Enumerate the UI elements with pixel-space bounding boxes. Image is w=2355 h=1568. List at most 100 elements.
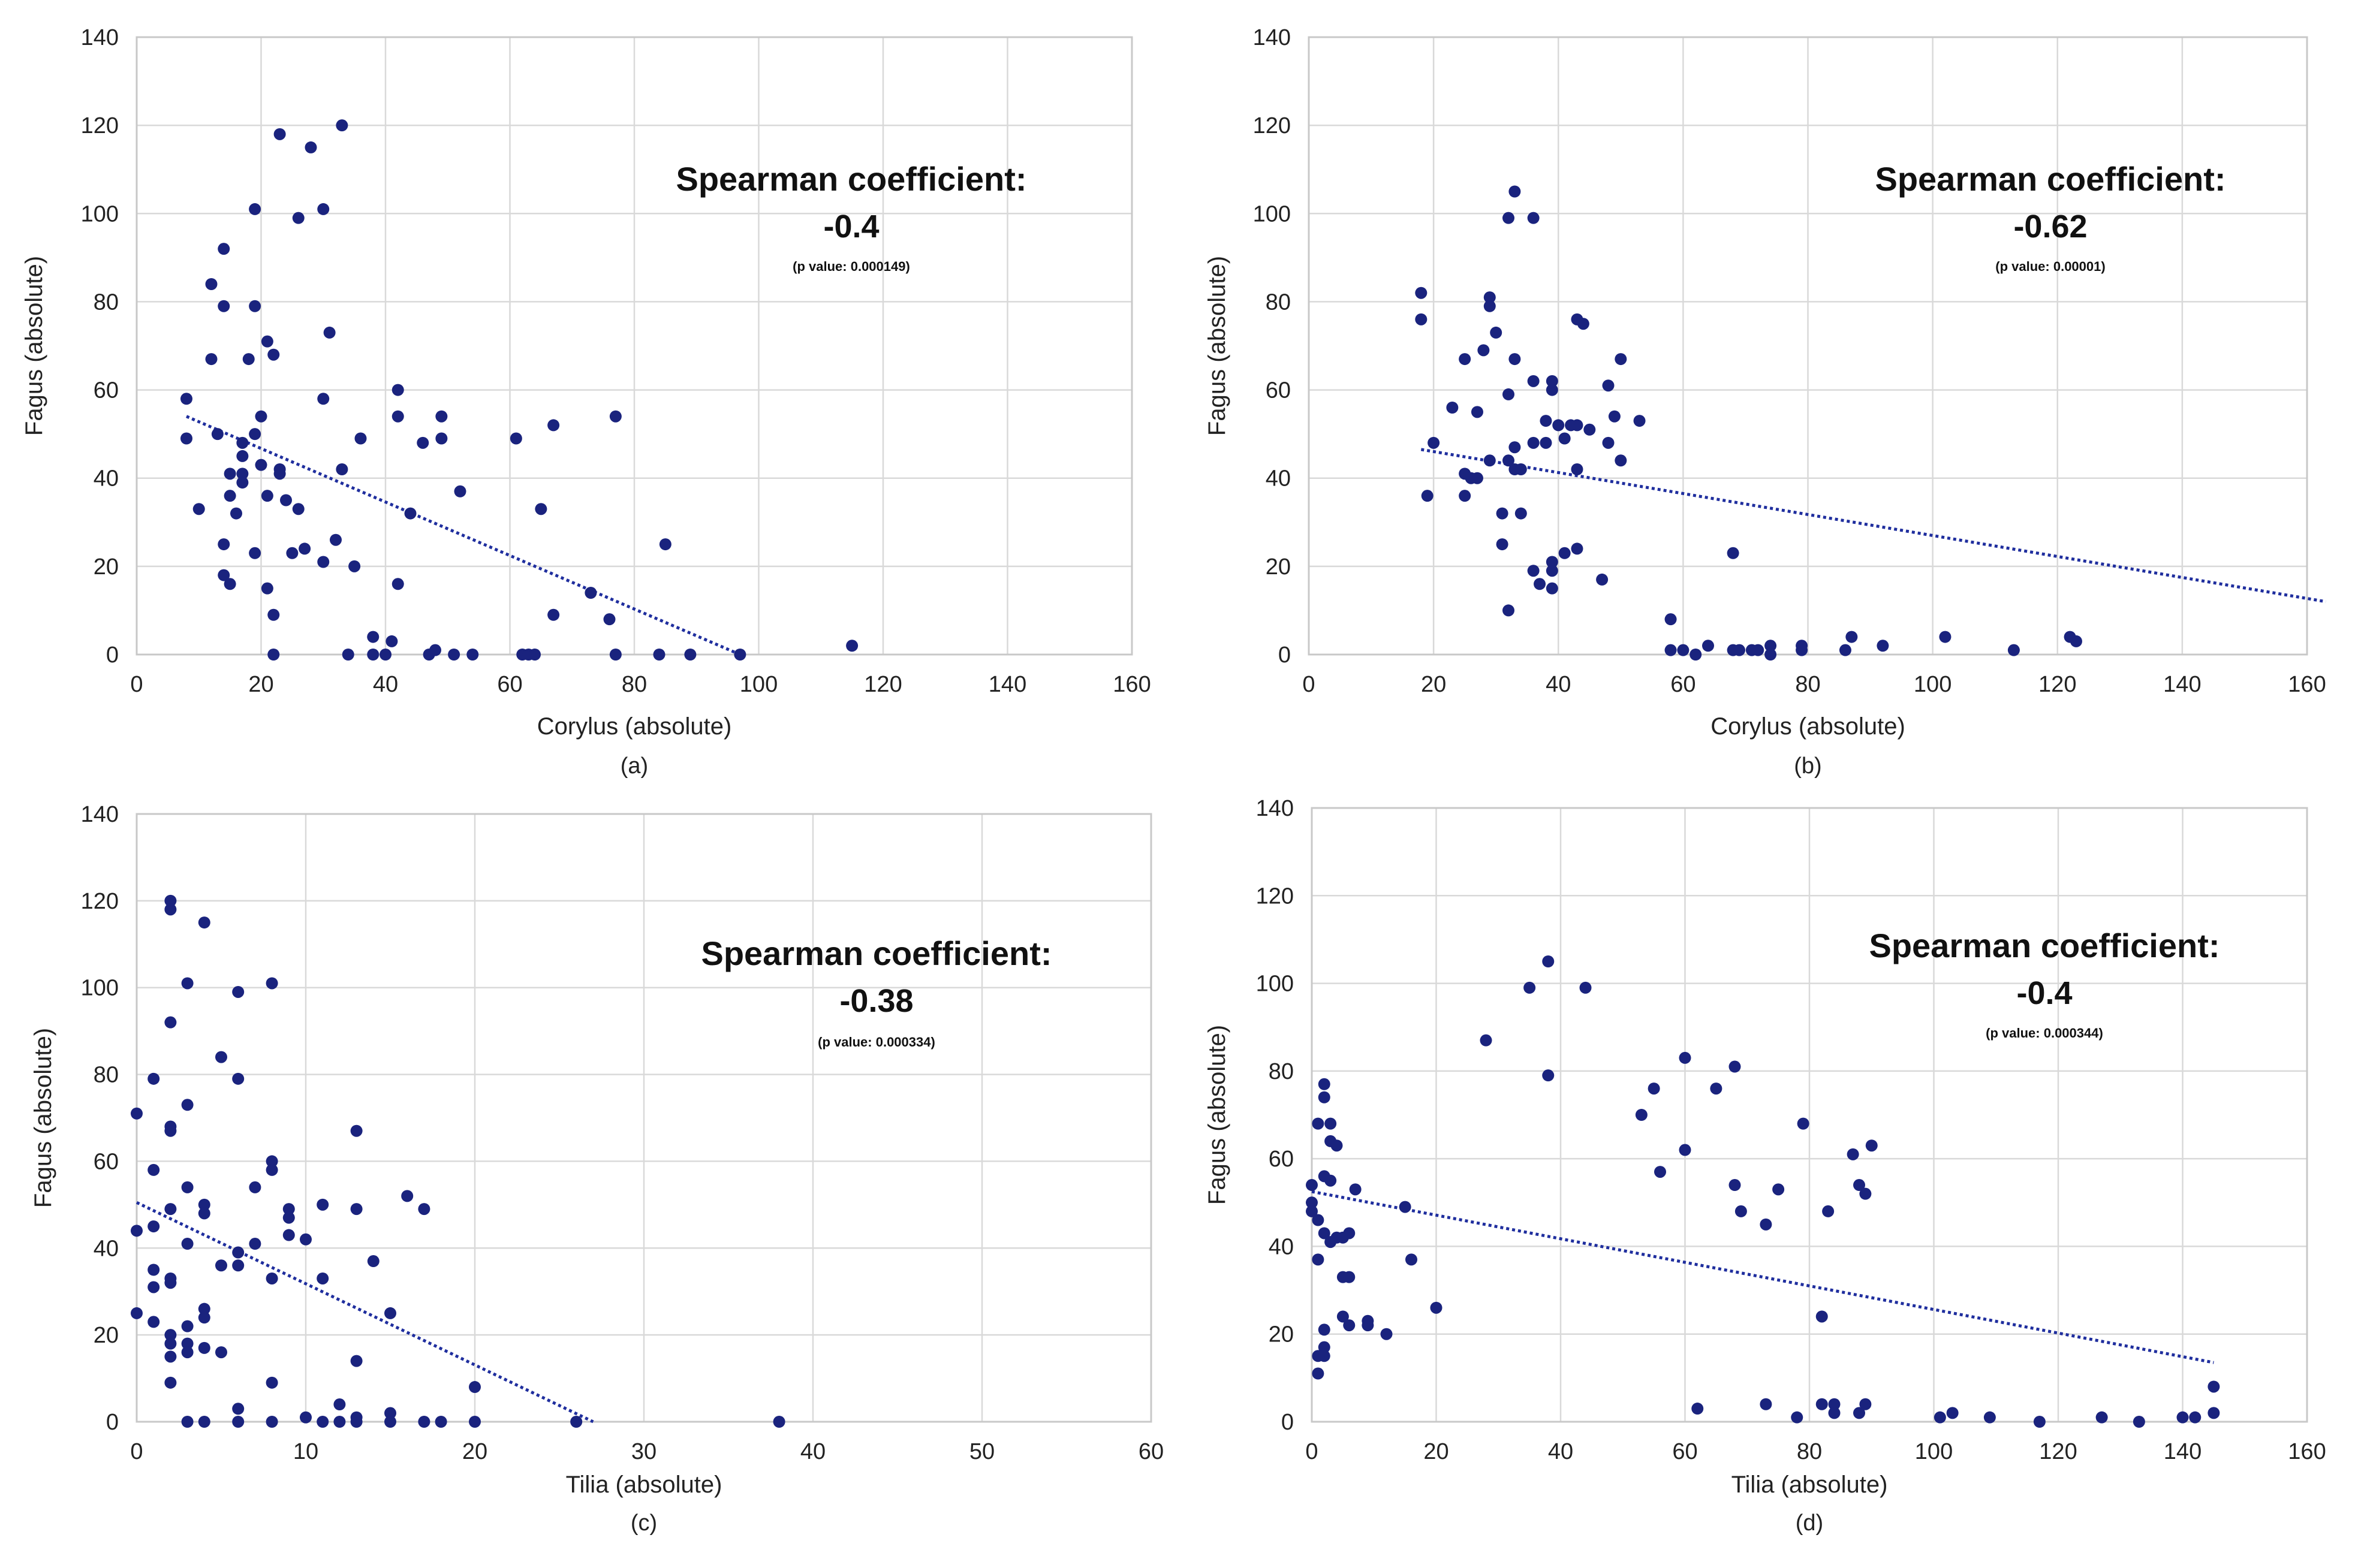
data-point	[350, 1416, 363, 1428]
data-point	[218, 538, 230, 551]
y-tick-label: 80	[1266, 290, 1291, 315]
data-point	[164, 1350, 177, 1363]
data-points	[180, 119, 859, 661]
data-point	[300, 1233, 312, 1246]
y-tick-label: 100	[1256, 972, 1294, 997]
data-point	[1760, 1398, 1772, 1410]
data-point	[292, 503, 305, 515]
data-point	[1677, 644, 1690, 656]
x-tick-label: 160	[1113, 672, 1151, 697]
data-point	[1318, 1350, 1330, 1362]
x-tick-label: 10	[293, 1439, 318, 1464]
spearman-value: ‑0.38	[839, 983, 913, 1019]
p-value: (p value: 0.000344)	[1986, 1026, 2103, 1041]
data-point	[282, 1229, 295, 1241]
data-point	[1542, 1069, 1555, 1082]
data-point	[846, 640, 859, 652]
data-point	[249, 300, 261, 312]
data-point	[317, 1272, 329, 1284]
data-point	[333, 1416, 346, 1428]
data-point	[131, 1107, 143, 1120]
data-point	[147, 1316, 160, 1328]
data-point	[1648, 1082, 1660, 1095]
data-point	[164, 1337, 177, 1350]
data-point	[317, 556, 330, 568]
trendline	[135, 1201, 594, 1424]
data-point	[354, 432, 367, 445]
data-point	[198, 1302, 210, 1315]
data-point	[317, 203, 330, 215]
data-point	[249, 428, 261, 441]
chart-panel-1: 0 20 40 60 80 100 120 140 160 0 20 40 60 80 100 120 140 C…	[21, 25, 1151, 779]
y-tick-label: 20	[94, 554, 119, 580]
data-point	[1318, 1078, 1330, 1090]
data-point	[1508, 441, 1521, 454]
data-point	[1502, 388, 1514, 400]
chart-panel-3: 0 10 20 30 40 50 60 0 20 40 60 80 100 120 140 Tilia (ab…	[30, 802, 1164, 1536]
data-point	[1679, 1051, 1691, 1064]
data-point	[164, 1203, 177, 1216]
data-point	[218, 569, 230, 581]
x-tick-label: 80	[622, 672, 647, 697]
p-value: (p value: 0.000334)	[818, 1035, 935, 1050]
data-point	[1615, 353, 1627, 366]
x-tick-label: 60	[1672, 1439, 1697, 1464]
x-tick-label: 60	[497, 672, 522, 697]
x-tick-label: 140	[989, 672, 1026, 697]
data-point	[181, 1238, 194, 1250]
data-point	[1702, 640, 1714, 652]
data-point	[236, 450, 249, 462]
data-point	[255, 410, 267, 423]
data-point	[236, 436, 249, 449]
data-point	[1691, 1403, 1704, 1415]
y-tick-label: 40	[1266, 466, 1291, 491]
x-tick-label: 160	[2288, 1439, 2326, 1464]
data-points	[131, 894, 785, 1428]
data-point	[1728, 1060, 1741, 1073]
data-point	[147, 1281, 160, 1293]
data-point	[181, 977, 194, 990]
x-tick-label: 0	[1305, 1439, 1318, 1464]
x-tick-label: 40	[1546, 672, 1571, 697]
data-point	[147, 1163, 160, 1176]
y-axis-title: Fagus (absolute)	[1204, 256, 1230, 436]
gridlines	[135, 36, 1133, 656]
data-point	[773, 1416, 785, 1428]
data-point	[392, 410, 404, 423]
data-point	[224, 578, 236, 590]
x-tick-label: 140	[2163, 672, 2201, 697]
data-point	[603, 613, 616, 626]
data-point	[164, 1277, 177, 1289]
data-point	[1577, 318, 1589, 330]
y-tick-label: 80	[1269, 1059, 1294, 1084]
data-point	[180, 393, 192, 405]
spearman-title: Spearman coefficient:	[701, 934, 1052, 972]
data-point	[469, 1416, 481, 1428]
data-point	[1318, 1341, 1330, 1353]
data-point	[1596, 573, 1609, 586]
data-point	[1679, 1144, 1691, 1156]
data-point	[1415, 287, 1428, 299]
data-point	[2033, 1416, 2046, 1428]
data-point	[2189, 1411, 2202, 1424]
data-point	[1859, 1187, 1872, 1200]
data-point	[317, 1416, 329, 1428]
data-point	[1312, 1214, 1324, 1226]
data-point	[1733, 644, 1746, 656]
data-point	[350, 1124, 363, 1137]
data-point	[1558, 432, 1571, 445]
y-tick-label: 80	[94, 290, 119, 315]
data-point	[181, 1337, 194, 1350]
data-point	[1828, 1407, 1841, 1419]
data-point	[1343, 1319, 1356, 1332]
data-point	[232, 1072, 245, 1085]
x-tick-label: 120	[864, 672, 902, 697]
data-point	[350, 1355, 363, 1367]
data-point	[198, 916, 210, 929]
data-point	[417, 436, 429, 449]
data-point	[1330, 1139, 1343, 1152]
data-point	[1428, 436, 1440, 449]
data-point	[1318, 1323, 1330, 1336]
data-point	[164, 903, 177, 916]
data-point	[547, 419, 560, 432]
